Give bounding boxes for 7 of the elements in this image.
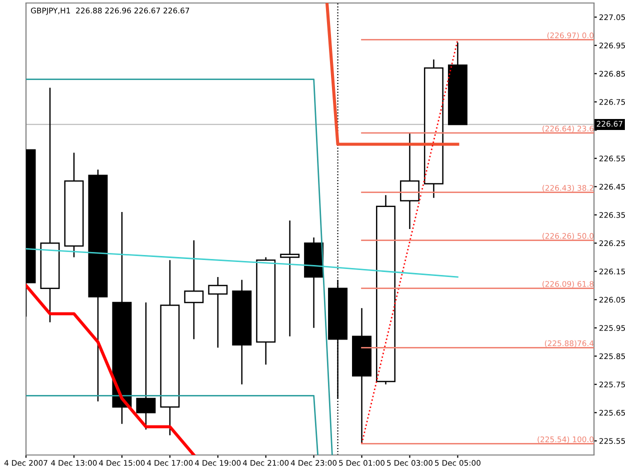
candlestick	[184, 240, 204, 340]
line-series	[26, 248, 458, 278]
candlestick	[208, 276, 228, 348]
candlestick	[136, 302, 156, 430]
line-series	[26, 284, 196, 455]
candlestick	[280, 220, 300, 337]
candlestick	[400, 132, 420, 230]
